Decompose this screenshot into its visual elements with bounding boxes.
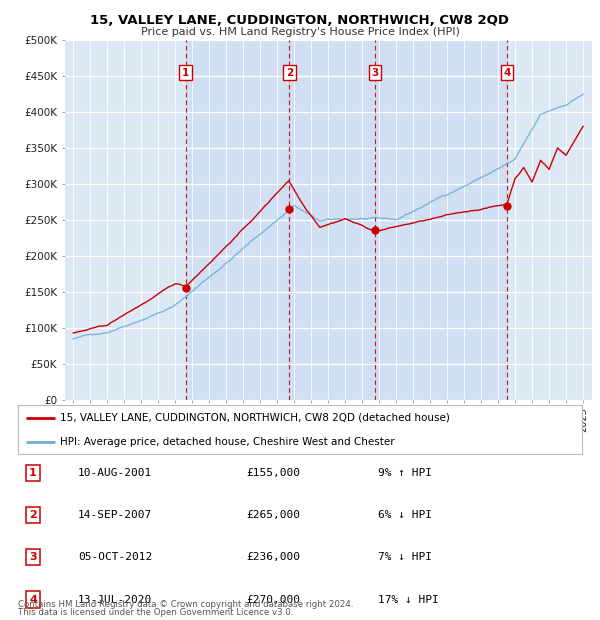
Text: 05-OCT-2012: 05-OCT-2012 <box>78 552 152 562</box>
Text: 4: 4 <box>503 68 511 78</box>
Text: 2: 2 <box>286 68 293 78</box>
Bar <box>289 40 375 400</box>
Text: £265,000: £265,000 <box>246 510 300 520</box>
Text: 2: 2 <box>29 510 37 520</box>
Text: £155,000: £155,000 <box>246 468 300 478</box>
Text: 1: 1 <box>182 68 189 78</box>
Text: 14-SEP-2007: 14-SEP-2007 <box>78 510 152 520</box>
Bar <box>375 40 507 400</box>
Text: £236,000: £236,000 <box>246 552 300 562</box>
Text: Price paid vs. HM Land Registry's House Price Index (HPI): Price paid vs. HM Land Registry's House … <box>140 27 460 37</box>
Text: 3: 3 <box>371 68 379 78</box>
Text: 6% ↓ HPI: 6% ↓ HPI <box>378 510 432 520</box>
Text: 15, VALLEY LANE, CUDDINGTON, NORTHWICH, CW8 2QD (detached house): 15, VALLEY LANE, CUDDINGTON, NORTHWICH, … <box>60 412 450 423</box>
Bar <box>185 40 289 400</box>
Text: This data is licensed under the Open Government Licence v3.0.: This data is licensed under the Open Gov… <box>18 608 293 617</box>
Bar <box>507 40 592 400</box>
Text: 7% ↓ HPI: 7% ↓ HPI <box>378 552 432 562</box>
Text: 13-JUL-2020: 13-JUL-2020 <box>78 595 152 604</box>
Text: 1: 1 <box>29 468 37 478</box>
Text: £270,000: £270,000 <box>246 595 300 604</box>
Text: 9% ↑ HPI: 9% ↑ HPI <box>378 468 432 478</box>
Text: 17% ↓ HPI: 17% ↓ HPI <box>378 595 439 604</box>
Text: 10-AUG-2001: 10-AUG-2001 <box>78 468 152 478</box>
Text: Contains HM Land Registry data © Crown copyright and database right 2024.: Contains HM Land Registry data © Crown c… <box>18 600 353 609</box>
Text: 4: 4 <box>29 595 37 604</box>
Text: 15, VALLEY LANE, CUDDINGTON, NORTHWICH, CW8 2QD: 15, VALLEY LANE, CUDDINGTON, NORTHWICH, … <box>91 14 509 27</box>
Text: 3: 3 <box>29 552 37 562</box>
Text: HPI: Average price, detached house, Cheshire West and Chester: HPI: Average price, detached house, Ches… <box>60 436 395 447</box>
